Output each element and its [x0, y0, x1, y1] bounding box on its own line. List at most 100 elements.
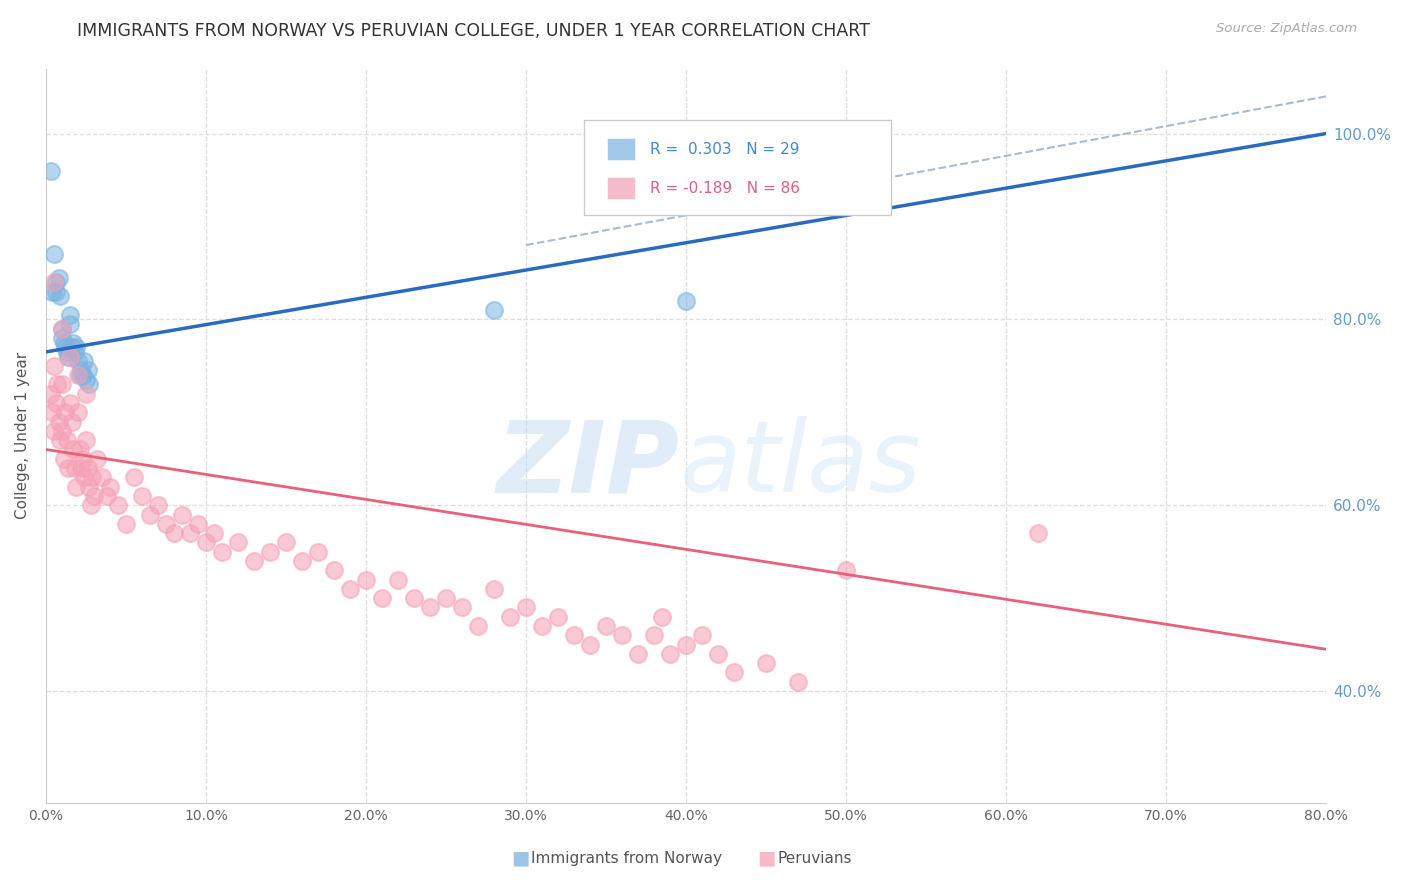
Point — [139, 508, 162, 522]
Text: Peruvians: Peruvians — [778, 851, 852, 865]
Point — [547, 609, 569, 624]
Point — [787, 674, 810, 689]
Point — [59, 350, 82, 364]
Point — [195, 535, 218, 549]
Point — [41, 285, 63, 299]
Point — [83, 489, 105, 503]
Point — [62, 335, 84, 350]
Text: ■: ■ — [756, 848, 776, 868]
Point — [70, 363, 93, 377]
Point — [387, 573, 409, 587]
Point — [627, 647, 650, 661]
Point — [291, 554, 314, 568]
Point — [179, 526, 201, 541]
Point — [562, 628, 585, 642]
Point — [226, 535, 249, 549]
Point — [52, 451, 75, 466]
Text: atlas: atlas — [679, 417, 921, 514]
Point — [73, 354, 96, 368]
Point — [51, 424, 73, 438]
Point — [59, 317, 82, 331]
Point — [274, 535, 297, 549]
Point — [675, 638, 697, 652]
Point — [243, 554, 266, 568]
Point — [75, 433, 97, 447]
Point — [45, 396, 67, 410]
Point — [72, 451, 94, 466]
Point — [835, 563, 858, 577]
Point — [211, 544, 233, 558]
Text: R =  0.303   N = 29: R = 0.303 N = 29 — [650, 142, 800, 157]
Point — [59, 308, 82, 322]
Point — [77, 377, 100, 392]
FancyBboxPatch shape — [606, 178, 636, 199]
Point — [82, 470, 104, 484]
Point — [49, 433, 72, 447]
Point — [41, 405, 63, 419]
Point — [80, 498, 103, 512]
Point — [467, 619, 489, 633]
Point — [643, 628, 665, 642]
Point — [690, 628, 713, 642]
FancyBboxPatch shape — [583, 120, 891, 215]
Point — [259, 544, 281, 558]
Point — [76, 363, 98, 377]
Point — [530, 619, 553, 633]
Text: Immigrants from Norway: Immigrants from Norway — [531, 851, 723, 865]
Point — [371, 591, 394, 606]
Point — [595, 619, 617, 633]
Point — [51, 331, 73, 345]
Point — [65, 340, 87, 354]
Text: IMMIGRANTS FROM NORWAY VS PERUVIAN COLLEGE, UNDER 1 YEAR CORRELATION CHART: IMMIGRANTS FROM NORWAY VS PERUVIAN COLLE… — [77, 22, 870, 40]
Point — [339, 582, 361, 596]
Point — [451, 600, 474, 615]
Point — [515, 600, 537, 615]
Point — [76, 461, 98, 475]
Point — [51, 377, 73, 392]
Point — [755, 656, 778, 670]
Point — [52, 335, 75, 350]
Point — [72, 368, 94, 383]
Point — [482, 303, 505, 318]
Point — [58, 461, 80, 475]
Point — [610, 628, 633, 642]
Point — [53, 340, 76, 354]
Point — [49, 289, 72, 303]
Point — [419, 600, 441, 615]
Point — [434, 591, 457, 606]
Point — [202, 526, 225, 541]
Point — [46, 377, 69, 392]
Point — [163, 526, 186, 541]
Point — [45, 285, 67, 299]
Point — [659, 647, 682, 661]
Point — [77, 480, 100, 494]
Point — [651, 609, 673, 624]
Point — [170, 508, 193, 522]
Point — [42, 359, 65, 373]
Point — [107, 498, 129, 512]
Point — [98, 480, 121, 494]
Point — [131, 489, 153, 503]
Point — [59, 396, 82, 410]
Point — [63, 461, 86, 475]
Point — [55, 345, 77, 359]
Point — [96, 489, 118, 503]
Point — [69, 442, 91, 457]
Point — [42, 247, 65, 261]
Point — [146, 498, 169, 512]
Point — [51, 321, 73, 335]
Text: R = -0.189   N = 86: R = -0.189 N = 86 — [650, 181, 800, 195]
Point — [62, 442, 84, 457]
Point — [69, 368, 91, 383]
Point — [42, 275, 65, 289]
Point — [48, 415, 70, 429]
Point — [51, 321, 73, 335]
Point — [60, 415, 83, 429]
Point — [187, 516, 209, 531]
Point — [39, 386, 62, 401]
Point — [45, 275, 67, 289]
Point — [60, 340, 83, 354]
Point — [65, 480, 87, 494]
Point — [707, 647, 730, 661]
Point — [42, 424, 65, 438]
